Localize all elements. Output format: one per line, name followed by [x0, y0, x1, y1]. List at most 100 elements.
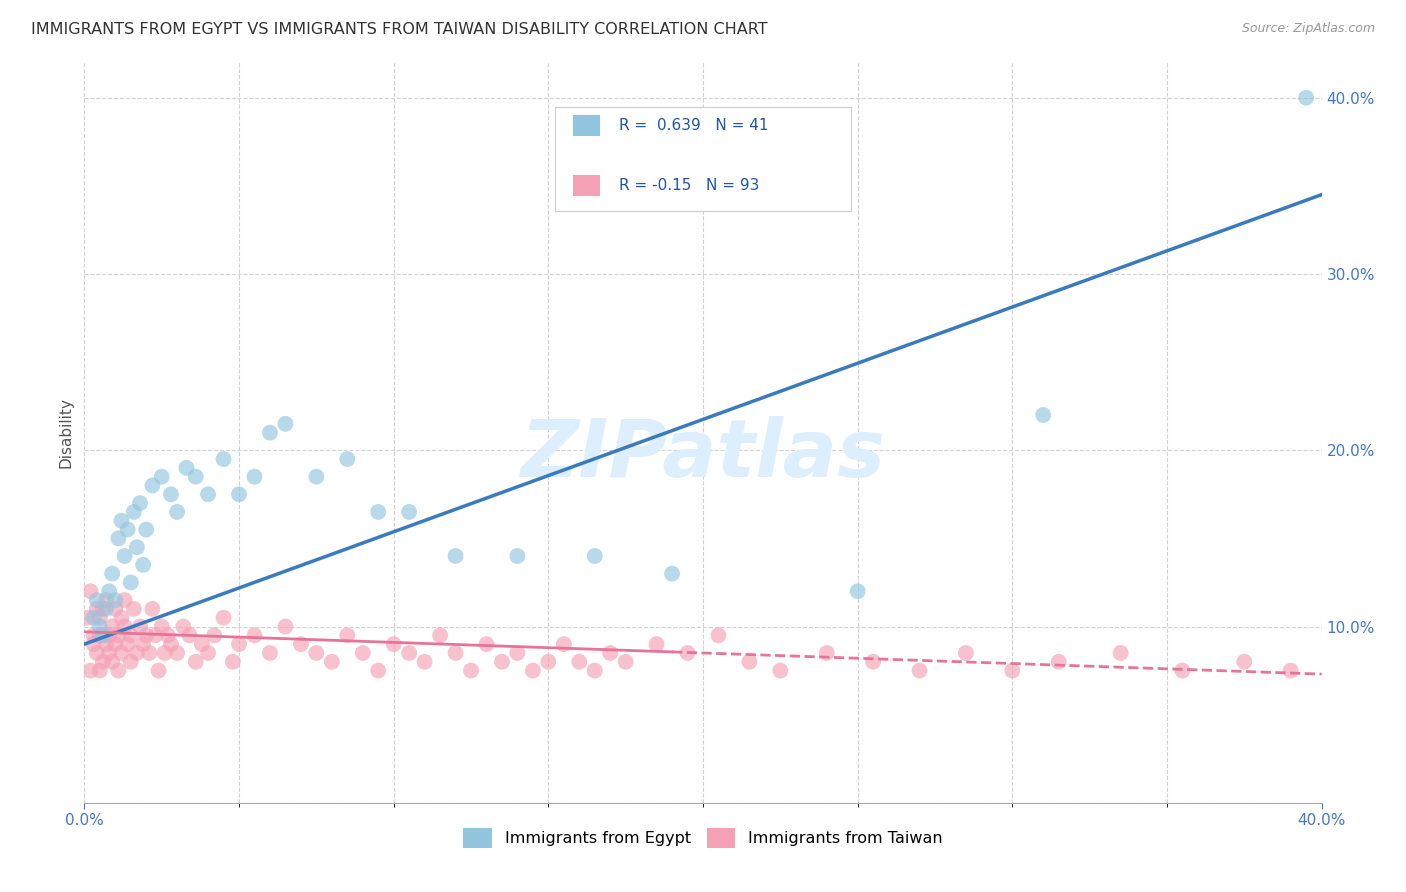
Point [120, 575, 142, 590]
Point [537, 655, 560, 669]
Point [98, 584, 121, 599]
Point [132, 558, 155, 572]
Point [568, 655, 591, 669]
Point [89, 619, 111, 633]
Point [125, 540, 148, 554]
Point [305, 646, 328, 660]
Point [243, 469, 266, 483]
Point [101, 566, 124, 581]
Point [197, 646, 219, 660]
Point [114, 549, 136, 563]
Point [707, 628, 730, 642]
Point [676, 646, 699, 660]
Point [101, 655, 124, 669]
Point [212, 610, 235, 624]
Legend: Immigrants from Egypt, Immigrants from Taiwan: Immigrants from Egypt, Immigrants from T… [457, 822, 949, 854]
Point [101, 619, 124, 633]
Point [76, 610, 98, 624]
Point [1233, 655, 1256, 669]
Point [86, 602, 108, 616]
Point [382, 637, 405, 651]
Point [148, 664, 170, 678]
Point [141, 478, 163, 492]
Point [661, 566, 683, 581]
Point [367, 505, 389, 519]
Point [460, 664, 482, 678]
Point [367, 664, 389, 678]
Text: R =  0.639   N = 41: R = 0.639 N = 41 [619, 119, 768, 134]
Point [179, 628, 201, 642]
Point [129, 619, 152, 633]
Point [125, 646, 148, 660]
Point [160, 487, 183, 501]
Point [86, 593, 108, 607]
Point [98, 628, 121, 642]
Point [166, 505, 188, 519]
Point [107, 628, 129, 642]
Point [110, 610, 132, 624]
Text: Source: ZipAtlas.com: Source: ZipAtlas.com [1241, 22, 1375, 36]
Point [222, 655, 245, 669]
Point [444, 646, 467, 660]
Point [243, 628, 266, 642]
Point [107, 664, 129, 678]
Point [114, 619, 136, 633]
Point [274, 619, 297, 633]
Point [135, 523, 157, 537]
Point [506, 646, 529, 660]
Point [1279, 664, 1302, 678]
Point [120, 628, 142, 642]
Point [122, 602, 145, 616]
Point [114, 593, 136, 607]
Point [83, 628, 105, 642]
Point [191, 637, 214, 651]
Point [117, 523, 139, 537]
Point [129, 496, 152, 510]
Point [413, 655, 436, 669]
Point [1047, 655, 1070, 669]
Point [197, 487, 219, 501]
Point [104, 637, 127, 651]
Point [228, 637, 250, 651]
Point [1295, 91, 1317, 105]
Point [290, 637, 312, 651]
Point [89, 628, 111, 642]
Point [522, 664, 544, 678]
Point [94, 593, 117, 607]
Point [274, 417, 297, 431]
Point [138, 646, 160, 660]
Text: ZIPatlas: ZIPatlas [520, 416, 886, 494]
Point [599, 646, 621, 660]
Point [94, 602, 117, 616]
Bar [574, 115, 600, 136]
Point [336, 628, 359, 642]
Point [305, 469, 328, 483]
Point [79, 584, 101, 599]
Point [321, 655, 343, 669]
Point [120, 655, 142, 669]
Point [110, 514, 132, 528]
Point [815, 646, 838, 660]
Y-axis label: Disability: Disability [58, 397, 73, 468]
Point [259, 646, 281, 660]
Point [135, 628, 157, 642]
Point [506, 549, 529, 563]
Point [141, 602, 163, 616]
Point [89, 664, 111, 678]
Point [475, 637, 498, 651]
Point [83, 610, 105, 624]
Point [398, 505, 420, 519]
Bar [574, 175, 600, 195]
Point [955, 646, 977, 660]
Point [79, 664, 101, 678]
Point [145, 628, 167, 642]
Point [1001, 664, 1024, 678]
Point [1171, 664, 1194, 678]
Point [553, 637, 575, 651]
FancyBboxPatch shape [554, 107, 852, 211]
Point [150, 619, 173, 633]
Point [83, 637, 105, 651]
Point [444, 549, 467, 563]
Point [202, 628, 225, 642]
Point [98, 646, 121, 660]
